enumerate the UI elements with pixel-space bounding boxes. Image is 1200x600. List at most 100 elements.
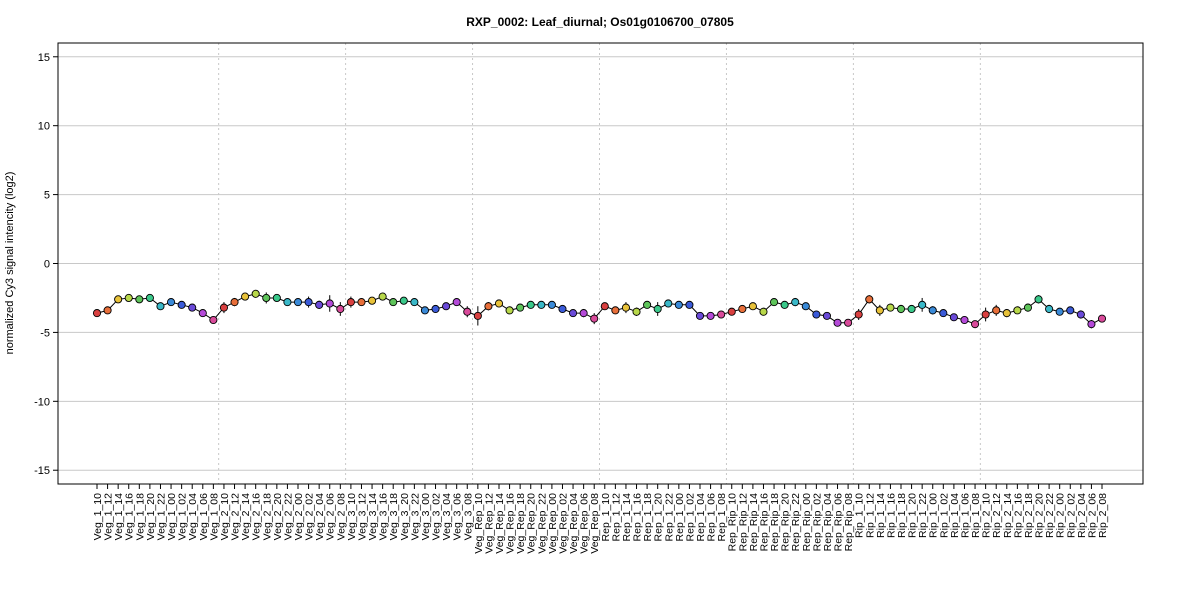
x-tick-label: Veg_2_18 bbox=[261, 493, 273, 540]
x-tick-label: Rip_2_14 bbox=[1002, 493, 1014, 538]
x-tick-label: Veg_1_20 bbox=[145, 493, 157, 540]
data-point bbox=[674, 300, 683, 309]
x-tick-label: Veg_2_16 bbox=[251, 493, 263, 540]
x-tick-label: Veg_Rep_12 bbox=[483, 493, 495, 554]
x-tick-label: Rip_2_04 bbox=[1076, 493, 1088, 538]
x-tick-label: Rip_2_08 bbox=[1097, 493, 1109, 538]
x-tick-label: Rep_Rip_22 bbox=[790, 493, 802, 552]
x-tick-label: Rep_1_16 bbox=[632, 493, 644, 542]
chart-title: RXP_0002: Leaf_diurnal; Os01g0106700_078… bbox=[466, 15, 734, 29]
y-tick-label: 10 bbox=[38, 121, 50, 133]
x-tick-label: Rip_1_20 bbox=[907, 493, 919, 538]
data-point bbox=[1097, 314, 1107, 323]
data-point bbox=[272, 293, 281, 303]
point-layer bbox=[92, 289, 1107, 329]
data-point bbox=[896, 304, 906, 314]
data-point bbox=[156, 302, 165, 311]
x-tick-label: Rip_2_22 bbox=[1044, 493, 1056, 538]
grid-layer bbox=[58, 56, 1143, 471]
x-tick-label: Veg_2_02 bbox=[304, 493, 316, 540]
data-point bbox=[695, 311, 705, 320]
data-point bbox=[918, 300, 927, 309]
data-point bbox=[304, 298, 313, 307]
data-point bbox=[1055, 307, 1064, 316]
data-point bbox=[293, 298, 303, 307]
x-tick-label: Rip_1_12 bbox=[864, 493, 876, 538]
data-point bbox=[854, 310, 863, 319]
data-point bbox=[1023, 303, 1032, 312]
data-point bbox=[325, 299, 334, 308]
x-tick-label: Veg_3_14 bbox=[367, 493, 379, 540]
x-tick-label: Veg_Rep_08 bbox=[589, 493, 601, 554]
data-point bbox=[643, 300, 652, 309]
x-tick-label: Veg_3_16 bbox=[378, 493, 390, 540]
x-tick-label: Veg_3_02 bbox=[431, 493, 443, 540]
x-tick-label: Rip_1_10 bbox=[854, 493, 866, 538]
x-tick-label: Veg_2_10 bbox=[219, 493, 231, 540]
x-tick-label: Veg_1_08 bbox=[208, 493, 220, 540]
data-point bbox=[780, 300, 789, 309]
x-tick-label: Veg_1_18 bbox=[134, 493, 146, 540]
data-point bbox=[569, 309, 578, 318]
x-tick-label: Veg_2_14 bbox=[240, 493, 252, 540]
data-point bbox=[875, 306, 884, 315]
data-point bbox=[886, 303, 895, 312]
x-tick-label: Veg_2_12 bbox=[230, 493, 242, 540]
data-point bbox=[452, 298, 461, 307]
x-tick-label: Veg_Rep_00 bbox=[547, 493, 559, 554]
x-tick-label: Veg_Rep_22 bbox=[536, 493, 548, 554]
x-tick-label: Rep_Rip_04 bbox=[822, 493, 834, 552]
data-point bbox=[949, 313, 958, 322]
x-tick-label: Rep_1_06 bbox=[706, 493, 718, 542]
x-tick-label: Rip_1_22 bbox=[917, 493, 929, 538]
data-point bbox=[621, 303, 630, 312]
x-tick-label: Rep_Rip_06 bbox=[833, 493, 845, 552]
x-tick-label: Rep_Rip_10 bbox=[727, 493, 739, 552]
x-tick-label: Rep_Rip_00 bbox=[801, 493, 813, 552]
data-point bbox=[516, 303, 525, 312]
x-tick-label: Veg_2_00 bbox=[293, 493, 305, 540]
x-tick-label: Veg_Rep_02 bbox=[558, 493, 570, 554]
y-tick-label: 0 bbox=[44, 259, 50, 271]
data-point bbox=[1034, 295, 1043, 304]
x-tick-label: Rep_1_14 bbox=[621, 493, 633, 542]
data-point bbox=[442, 302, 451, 311]
data-point bbox=[791, 298, 800, 307]
x-tick-label: Veg_1_10 bbox=[92, 493, 104, 540]
x-tick-label: Rep_Rip_02 bbox=[811, 493, 823, 552]
x-tick-label: Rip_2_06 bbox=[1086, 493, 1098, 538]
x-tick-label: Veg_3_18 bbox=[388, 493, 400, 540]
x-tick-label: Veg_3_22 bbox=[409, 493, 421, 540]
data-point bbox=[801, 302, 810, 311]
data-point bbox=[759, 307, 768, 316]
x-tick-label: Veg_3_10 bbox=[346, 493, 358, 540]
data-point bbox=[241, 292, 250, 301]
x-tick-label: Rip_1_18 bbox=[896, 493, 908, 538]
x-tick-label: Veg_1_12 bbox=[103, 493, 115, 540]
x-tick-label: Rip_2_20 bbox=[1034, 493, 1046, 538]
x-tick-label: Rip_2_02 bbox=[1065, 493, 1077, 538]
y-axis-label: normalized Cy3 signal intencity (log2) bbox=[4, 172, 16, 355]
data-point bbox=[706, 311, 715, 320]
data-point bbox=[315, 300, 324, 309]
x-tick-label: Rip_1_06 bbox=[960, 493, 972, 538]
data-point bbox=[1066, 306, 1075, 315]
data-point bbox=[812, 310, 821, 319]
x-tick-label: Rip_2_18 bbox=[1023, 493, 1035, 538]
data-point bbox=[579, 309, 588, 318]
y-tick-label: -5 bbox=[40, 327, 50, 339]
data-point bbox=[600, 302, 609, 311]
x-tick-label: Veg_1_00 bbox=[166, 493, 178, 540]
x-tick-label: Veg_3_12 bbox=[357, 493, 369, 540]
data-point bbox=[664, 299, 673, 308]
data-point bbox=[114, 295, 123, 304]
axis-layer: -15-10-5051015Veg_1_10Veg_1_12Veg_1_14Ve… bbox=[34, 52, 1109, 554]
data-point bbox=[145, 293, 154, 303]
data-point bbox=[547, 300, 556, 309]
x-tick-label: Veg_3_20 bbox=[399, 493, 411, 540]
data-point bbox=[727, 307, 736, 316]
x-tick-label: Rip_2_16 bbox=[1012, 493, 1024, 538]
data-point bbox=[833, 318, 842, 327]
data-point bbox=[939, 309, 948, 318]
